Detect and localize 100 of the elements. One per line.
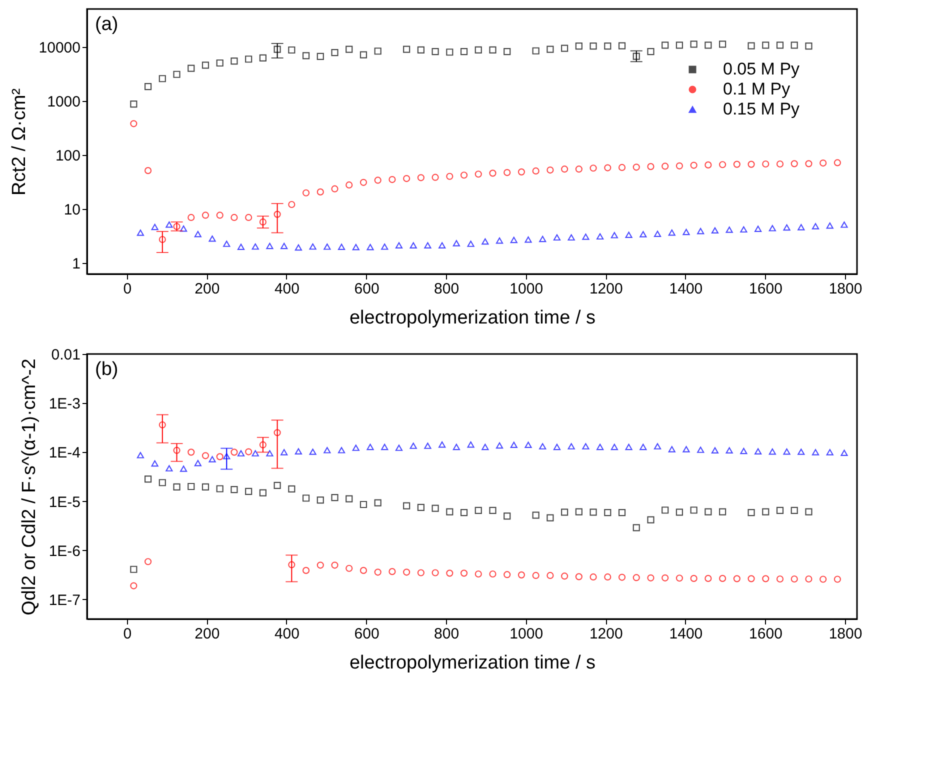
point (410, 242, 417, 249)
point (331, 185, 338, 192)
point (840, 450, 848, 456)
point (820, 576, 827, 583)
point (654, 443, 662, 450)
x-tick-label: 1600 (749, 626, 782, 642)
point (144, 83, 152, 90)
point (467, 240, 474, 247)
point (288, 561, 296, 568)
point (496, 442, 504, 449)
point (632, 164, 640, 171)
point (518, 571, 526, 578)
point (740, 448, 748, 454)
point (381, 444, 388, 450)
point (590, 573, 597, 581)
point (561, 508, 568, 516)
point (151, 224, 158, 230)
x-tick-label: 800 (434, 626, 460, 642)
point (245, 448, 252, 456)
point (360, 566, 368, 574)
point (417, 569, 424, 576)
point (266, 242, 274, 250)
point (704, 42, 712, 49)
x-tick-label: 600 (354, 626, 380, 642)
point (768, 448, 776, 455)
point (388, 568, 396, 576)
point (346, 46, 353, 53)
point (504, 571, 511, 578)
point (510, 442, 518, 448)
point (309, 448, 316, 455)
point (381, 244, 388, 250)
point (820, 159, 827, 167)
point (604, 508, 612, 516)
point (697, 228, 704, 234)
point (374, 499, 382, 506)
point (546, 46, 554, 53)
point (582, 443, 590, 450)
point (245, 214, 252, 222)
point (553, 444, 561, 450)
point (252, 450, 259, 456)
point (173, 70, 180, 78)
point (632, 524, 640, 532)
point (719, 574, 726, 582)
point (130, 582, 138, 590)
point (202, 62, 210, 69)
point (604, 164, 612, 172)
point (489, 506, 496, 514)
x-tick-label: 200 (194, 280, 220, 298)
x-tick-label: 600 (354, 280, 380, 298)
point (740, 226, 748, 233)
point (532, 572, 540, 580)
point (230, 214, 238, 222)
y-tick-label: 1E-5 (48, 494, 80, 511)
point (417, 504, 424, 511)
point (733, 160, 740, 168)
point (582, 234, 590, 240)
point (733, 575, 740, 582)
x-tick-label: 0 (123, 280, 132, 298)
point (783, 224, 790, 231)
point (288, 46, 296, 54)
point (754, 226, 762, 232)
point (280, 242, 288, 250)
y-axis-title: Rct2 / Ω·cm² (8, 88, 30, 196)
point (252, 243, 259, 250)
point (324, 244, 331, 250)
point (460, 48, 468, 56)
point (826, 222, 834, 229)
point (360, 500, 368, 508)
point (316, 496, 324, 504)
x-tick-label: 1600 (749, 280, 782, 298)
point (136, 452, 144, 458)
point (395, 444, 403, 451)
point (776, 42, 784, 49)
point (575, 42, 582, 50)
point (259, 441, 266, 448)
point (324, 447, 331, 454)
point (783, 448, 790, 455)
point (223, 240, 230, 247)
point (302, 494, 310, 502)
point (230, 448, 238, 456)
point (748, 160, 755, 168)
point (590, 42, 597, 50)
point (166, 221, 173, 228)
point (474, 46, 482, 54)
point (590, 164, 597, 172)
point (274, 210, 281, 218)
point (417, 174, 424, 182)
point (604, 573, 612, 581)
point (568, 234, 575, 241)
point (316, 562, 324, 569)
point (158, 479, 166, 486)
point (360, 51, 368, 58)
x-tick-label: 400 (274, 626, 300, 642)
x-tick-label: 1800 (828, 280, 862, 298)
point (676, 508, 684, 516)
point (805, 575, 812, 583)
point (474, 170, 482, 178)
point (532, 512, 540, 519)
point (676, 162, 684, 170)
point (668, 229, 676, 236)
